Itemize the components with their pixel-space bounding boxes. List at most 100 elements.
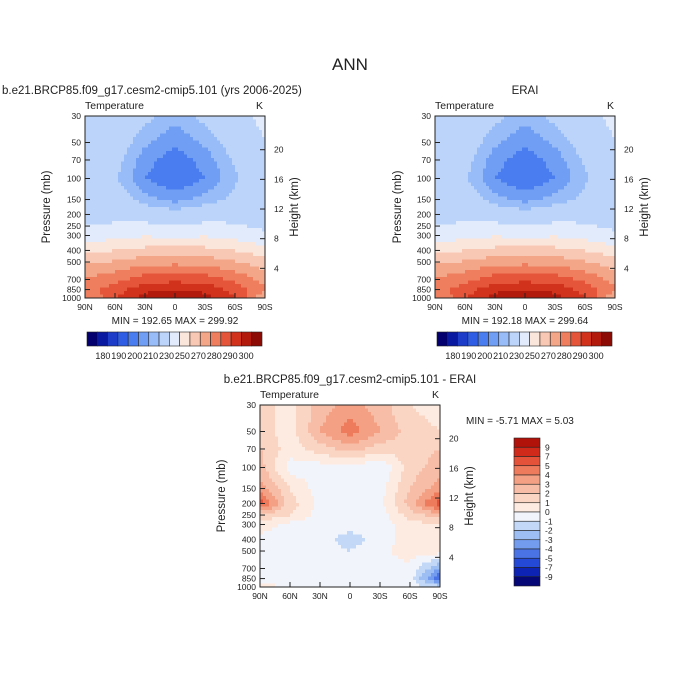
model-cell xyxy=(112,123,116,127)
model-cell xyxy=(172,245,176,250)
obs-cell xyxy=(522,147,526,152)
obs-cell xyxy=(465,137,469,141)
model-cell xyxy=(226,238,230,243)
obs-cell xyxy=(525,214,529,218)
model-cell xyxy=(160,291,164,295)
obs-cell xyxy=(567,172,571,176)
model-cell xyxy=(163,158,167,162)
model-cell xyxy=(220,168,224,173)
obs-cell xyxy=(576,154,580,159)
obs-cell xyxy=(540,137,544,141)
model-cell xyxy=(163,217,167,222)
model-cell xyxy=(256,256,260,260)
obs-cell xyxy=(492,137,496,141)
model-cell xyxy=(241,221,245,225)
model-cell xyxy=(103,217,107,222)
model-cell xyxy=(91,196,95,201)
obs-cell xyxy=(564,116,568,120)
model-cell xyxy=(118,137,122,141)
obs-cell xyxy=(441,200,445,204)
model-cell xyxy=(151,287,155,292)
model-cell xyxy=(103,235,107,239)
obs-cell xyxy=(441,168,445,173)
model-cell xyxy=(166,165,170,169)
obs-cell xyxy=(483,126,487,131)
model-cell xyxy=(226,256,230,260)
obs-cell xyxy=(465,116,469,120)
model-cell xyxy=(250,147,254,152)
model-cell xyxy=(220,238,224,243)
model-cell xyxy=(211,172,215,176)
obs-cell xyxy=(438,175,442,180)
model-cell xyxy=(220,287,224,292)
obs-cell xyxy=(468,210,472,215)
obs-cell xyxy=(576,200,580,204)
model-htick-label: 12 xyxy=(274,204,284,214)
model-cell xyxy=(94,242,98,246)
model-cell xyxy=(103,291,107,295)
model-cell xyxy=(124,221,128,225)
obs-cell xyxy=(558,126,562,131)
obs-cell xyxy=(591,172,595,176)
model-cell xyxy=(181,133,185,138)
obs-cell xyxy=(501,168,505,173)
obs-cell xyxy=(480,214,484,218)
obs-cell xyxy=(600,144,604,148)
model-cell xyxy=(112,137,116,141)
model-cell xyxy=(220,270,224,274)
model-cell xyxy=(193,161,197,166)
model-cell xyxy=(91,151,95,155)
obs-cell xyxy=(528,119,532,124)
model-cell xyxy=(127,144,131,148)
model-cell xyxy=(253,161,257,166)
model-cell xyxy=(142,221,146,225)
model-cell xyxy=(169,186,173,190)
obs-cell xyxy=(447,186,451,190)
model-cell xyxy=(160,263,164,267)
model-cell xyxy=(190,140,194,145)
model-cell xyxy=(127,186,131,190)
obs-cell xyxy=(483,196,487,201)
model-cell xyxy=(262,193,266,197)
model-cell xyxy=(211,158,215,162)
model-cell xyxy=(250,123,254,127)
model-cell xyxy=(88,249,92,253)
model-cell xyxy=(88,284,92,288)
model-cell xyxy=(214,116,218,120)
model-cell xyxy=(226,182,230,187)
model-cell xyxy=(214,182,218,187)
model-cell xyxy=(238,284,242,288)
model-cell xyxy=(172,273,176,278)
model-cell xyxy=(115,284,119,288)
model-cell xyxy=(211,228,215,232)
obs-cell xyxy=(531,200,535,204)
obs-cell xyxy=(549,189,553,194)
obs-cell xyxy=(582,217,586,222)
model-cell xyxy=(196,123,200,127)
obs-cell xyxy=(591,203,595,208)
model-cell xyxy=(142,196,146,201)
model-cell xyxy=(160,161,164,166)
model-cell xyxy=(247,172,251,176)
model-cell xyxy=(85,193,89,197)
model-cell xyxy=(130,287,134,292)
model-cell xyxy=(112,231,116,236)
model-cell xyxy=(148,154,152,159)
model-cell xyxy=(115,266,119,271)
model-cell xyxy=(133,161,137,166)
model-cell xyxy=(166,140,170,145)
model-cell xyxy=(166,119,170,124)
obs-cell xyxy=(519,151,523,155)
model-cell xyxy=(226,165,230,169)
model-cell xyxy=(115,287,119,292)
obs-cell xyxy=(543,186,547,190)
model-cell xyxy=(259,151,263,155)
obs-cell xyxy=(453,158,457,162)
obs-cell xyxy=(519,126,523,131)
obs-cell xyxy=(516,193,520,197)
model-x-axis: 90N 60N 30N 0 30S 60S 90S xyxy=(77,293,273,312)
model-cell xyxy=(109,259,113,264)
model-cell xyxy=(136,179,140,183)
obs-cell xyxy=(459,119,463,124)
model-cell xyxy=(148,203,152,208)
